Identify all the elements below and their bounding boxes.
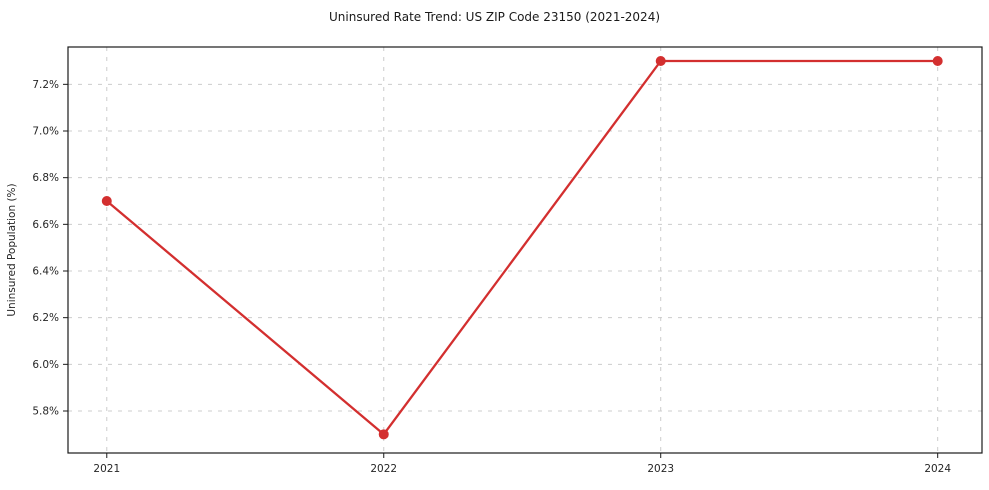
- y-tick-label: 5.8%: [32, 406, 59, 418]
- data-point-marker: [101, 196, 112, 206]
- axes-spines: [67, 46, 983, 454]
- y-tick-label: 7.0%: [32, 126, 59, 138]
- x-tick-label: 2023: [647, 463, 674, 475]
- y-tick-label: 7.2%: [32, 79, 59, 91]
- y-tick-label: 6.0%: [32, 359, 59, 371]
- y-tick-label: 6.6%: [32, 219, 59, 231]
- y-tick-label: 6.8%: [32, 172, 59, 184]
- chart-title: Uninsured Rate Trend: US ZIP Code 23150 …: [328, 10, 661, 24]
- plot-background: [68, 47, 982, 453]
- data-point-marker: [932, 56, 943, 66]
- y-axis-label: Uninsured Population (%): [6, 183, 18, 316]
- x-tick-label: 2022: [370, 463, 397, 475]
- data-line: [105, 59, 939, 436]
- data-point-marker: [655, 56, 666, 66]
- x-tick-label: 2024: [924, 463, 951, 475]
- x-tick-label: 2021: [93, 463, 120, 475]
- y-tick-label: 6.4%: [32, 266, 59, 278]
- data-point-marker: [378, 429, 389, 440]
- y-tick-label: 6.2%: [32, 312, 59, 324]
